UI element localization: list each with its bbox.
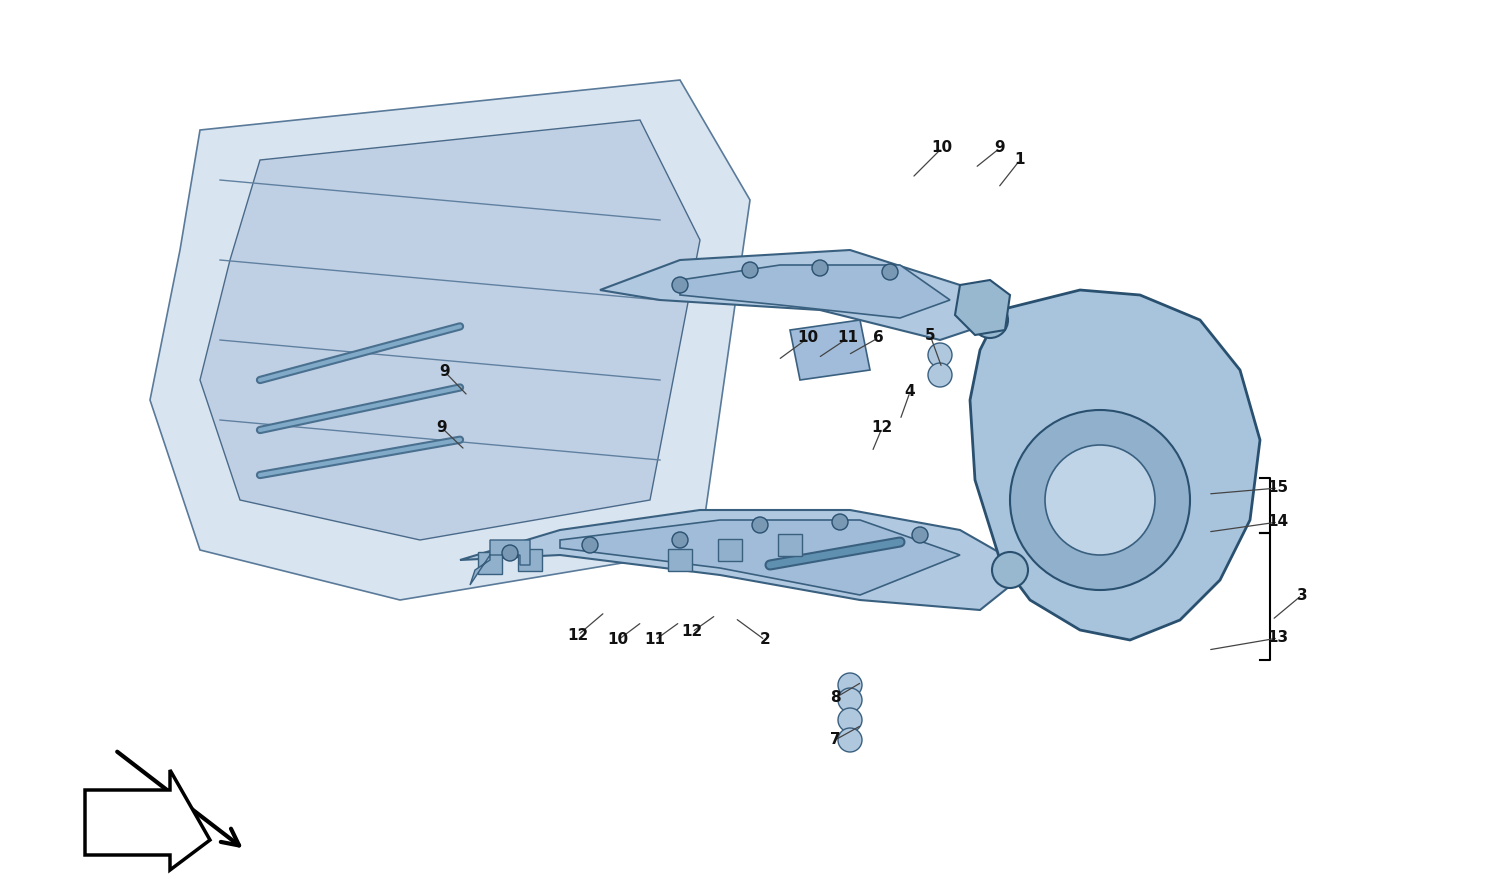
Circle shape — [833, 514, 848, 530]
Circle shape — [928, 363, 952, 387]
Text: 11: 11 — [837, 330, 858, 345]
Circle shape — [812, 260, 828, 276]
Circle shape — [503, 545, 518, 561]
Polygon shape — [200, 120, 700, 540]
Text: 10: 10 — [798, 330, 819, 345]
Polygon shape — [150, 80, 750, 600]
Polygon shape — [790, 320, 870, 380]
Text: 15: 15 — [1268, 481, 1288, 496]
Text: 13: 13 — [1268, 630, 1288, 645]
Polygon shape — [970, 290, 1260, 640]
Circle shape — [839, 673, 862, 697]
Text: 1: 1 — [1014, 152, 1025, 167]
Circle shape — [972, 302, 1008, 338]
Text: 9: 9 — [440, 365, 450, 379]
Text: 9: 9 — [994, 141, 1005, 156]
Text: 12: 12 — [871, 420, 892, 435]
Text: 12: 12 — [681, 625, 702, 640]
Polygon shape — [600, 250, 1000, 340]
Polygon shape — [956, 280, 1010, 335]
Circle shape — [742, 262, 758, 278]
Text: 11: 11 — [645, 633, 666, 648]
Circle shape — [1010, 410, 1190, 590]
Text: 10: 10 — [932, 141, 952, 156]
Text: 3: 3 — [1296, 587, 1308, 603]
Circle shape — [839, 708, 862, 732]
Circle shape — [992, 552, 1028, 588]
Polygon shape — [560, 520, 960, 595]
Circle shape — [912, 527, 928, 543]
Bar — [478, 552, 502, 574]
Polygon shape — [86, 770, 210, 870]
Circle shape — [672, 277, 688, 293]
Circle shape — [882, 264, 898, 280]
Text: 7: 7 — [830, 732, 840, 748]
Polygon shape — [460, 510, 1030, 610]
Text: 12: 12 — [567, 627, 588, 643]
Circle shape — [672, 532, 688, 548]
Bar — [718, 539, 742, 561]
Polygon shape — [680, 265, 950, 318]
Text: 10: 10 — [608, 633, 628, 648]
Text: 4: 4 — [904, 384, 915, 400]
Text: 2: 2 — [759, 633, 771, 648]
Circle shape — [752, 517, 768, 533]
Bar — [518, 549, 542, 571]
Text: 14: 14 — [1268, 514, 1288, 530]
Circle shape — [1046, 445, 1155, 555]
Circle shape — [582, 537, 598, 553]
Bar — [778, 534, 802, 556]
Text: 5: 5 — [924, 328, 936, 343]
Polygon shape — [470, 540, 530, 585]
Circle shape — [839, 688, 862, 712]
Bar — [668, 549, 692, 571]
Circle shape — [928, 343, 952, 367]
Text: 8: 8 — [830, 691, 840, 706]
Text: 9: 9 — [436, 420, 447, 435]
Circle shape — [839, 728, 862, 752]
Text: 6: 6 — [873, 330, 883, 345]
